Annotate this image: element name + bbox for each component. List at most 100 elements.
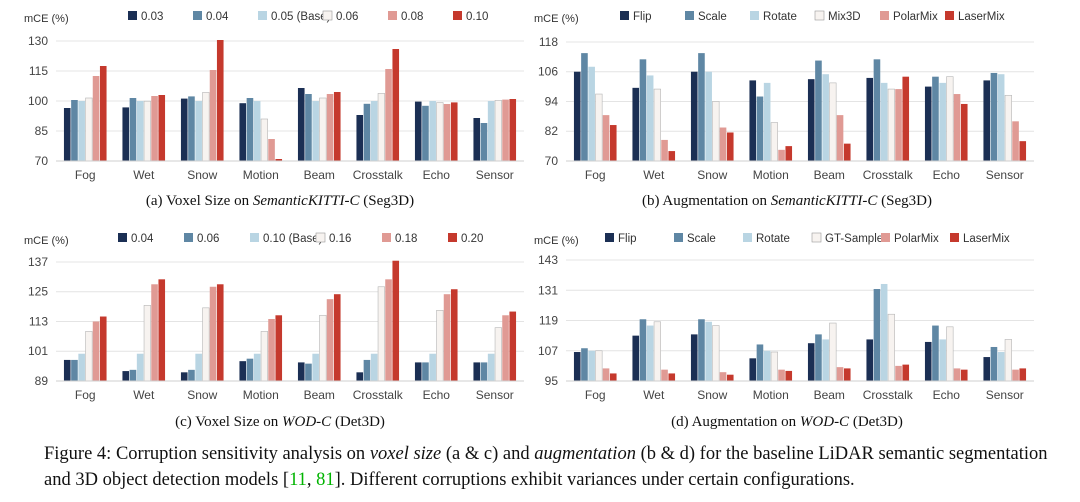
bar-beam-4 <box>326 299 334 381</box>
bar-sensor-0 <box>983 357 991 381</box>
legend-label: GT-Sample <box>825 233 883 245</box>
bar-echo-2 <box>939 82 946 161</box>
caption-em-augmentation: augmentation <box>534 444 636 464</box>
x-tick-label: Sensor <box>476 168 514 182</box>
bar-fog-5 <box>609 373 617 381</box>
bar-beam-0 <box>807 343 815 381</box>
x-tick-label: Beam <box>814 388 845 402</box>
legend-label: Rotate <box>763 11 797 23</box>
bar-snow-5 <box>216 40 224 161</box>
bar-snow-4 <box>209 70 217 161</box>
bar-echo-3 <box>946 76 954 162</box>
subcaption-dataset: WOD-C <box>800 414 850 430</box>
y-tick-label: 85 <box>35 124 49 138</box>
citation-link-11[interactable]: 11 <box>289 470 307 490</box>
bar-motion-0 <box>749 358 757 381</box>
y-tick-label: 89 <box>35 374 49 388</box>
bar-fog-0 <box>63 108 71 161</box>
bar-snow-3 <box>712 101 720 162</box>
bar-beam-5 <box>333 92 341 161</box>
x-tick-label: Wet <box>133 388 155 402</box>
bar-wet-4 <box>151 284 158 381</box>
bar-snow-5 <box>726 374 734 381</box>
x-tick-label: Snow <box>187 168 217 182</box>
bar-motion-2 <box>763 350 771 381</box>
bar-snow-5 <box>726 132 734 161</box>
x-tick-label: Echo <box>423 388 451 402</box>
bar-fog-1 <box>71 100 78 161</box>
citation-link-81[interactable]: 81 <box>316 470 335 490</box>
bar-fog-3 <box>595 350 603 382</box>
bar-crosstalk-3 <box>377 286 385 382</box>
x-tick-label: Motion <box>243 388 279 402</box>
bar-motion-1 <box>756 344 764 381</box>
legend-label: Flip <box>633 11 652 23</box>
caption-label: Figure 4: <box>44 444 112 464</box>
bar-wet-4 <box>151 96 158 161</box>
legend-label: 0.20 <box>461 233 483 245</box>
y-tick-label: 106 <box>538 65 558 79</box>
bar-echo-0 <box>414 101 422 161</box>
bar-sensor-3 <box>1004 339 1012 382</box>
bar-fog-3 <box>595 93 603 162</box>
bar-sensor-4 <box>502 315 509 381</box>
bar-sensor-1 <box>480 362 488 381</box>
legend-label: 0.04 <box>131 233 154 245</box>
legend-label: 0.10 (Base) <box>263 233 323 245</box>
x-tick-label: Crosstalk <box>863 168 914 182</box>
bar-motion-4 <box>268 139 275 161</box>
bar-motion-4 <box>778 369 785 381</box>
bar-crosstalk-2 <box>370 353 378 381</box>
y-axis-label: mCE (%) <box>24 13 69 25</box>
bar-snow-0 <box>180 372 188 381</box>
bar-motion-3 <box>260 331 268 382</box>
y-axis-label: mCE (%) <box>534 13 579 25</box>
bar-crosstalk-2 <box>370 101 378 161</box>
bar-crosstalk-0 <box>866 77 874 161</box>
legend-label: Rotate <box>756 233 790 245</box>
bar-motion-5 <box>275 159 283 161</box>
legend-swatch <box>750 11 759 20</box>
bar-beam-4 <box>836 367 844 381</box>
bar-motion-2 <box>763 82 771 161</box>
y-tick-label: 100 <box>28 94 48 108</box>
bar-beam-2 <box>312 353 319 381</box>
bar-snow-1 <box>698 53 705 162</box>
bar-echo-3 <box>436 310 444 382</box>
subcaption-a: (a) Voxel Size on SemanticKITTI-C (Seg3D… <box>146 193 414 209</box>
bar-wet-1 <box>639 319 647 381</box>
bar-wet-3 <box>143 100 151 162</box>
bar-wet-2 <box>136 101 144 161</box>
x-tick-label: Snow <box>697 388 727 402</box>
x-tick-label: Wet <box>133 168 155 182</box>
legend-swatch <box>382 233 391 242</box>
bar-wet-4 <box>661 139 668 161</box>
bar-wet-5 <box>158 279 166 381</box>
legend-swatch <box>743 233 752 242</box>
legend-swatch <box>685 11 694 20</box>
y-axis-label: mCE (%) <box>534 235 579 247</box>
bar-wet-5 <box>668 373 676 381</box>
y-tick-label: 113 <box>29 314 48 328</box>
x-tick-label: Motion <box>753 388 789 402</box>
bar-echo-1 <box>422 362 429 381</box>
bar-fog-5 <box>99 66 107 161</box>
bar-echo-3 <box>946 326 954 382</box>
bar-snow-3 <box>202 92 210 162</box>
legend-label: LaserMix <box>963 233 1010 245</box>
bar-crosstalk-1 <box>873 289 881 381</box>
y-tick-label: 137 <box>28 255 48 269</box>
bar-sensor-5 <box>509 99 517 161</box>
bar-snow-0 <box>180 98 188 161</box>
legend-swatch <box>118 233 127 242</box>
bar-echo-4 <box>443 294 451 381</box>
caption-text-1: Corruption sensitivity analysis on <box>111 444 370 464</box>
bar-beam-5 <box>843 143 851 161</box>
subcaption-suffix: (Det3D) <box>331 414 385 430</box>
x-tick-label: Crosstalk <box>353 388 404 402</box>
bar-snow-4 <box>719 127 727 161</box>
y-tick-label: 107 <box>538 344 558 358</box>
subcaption-dataset: SemanticKITTI-C <box>253 193 361 209</box>
subcaption-prefix: (a) Voxel Size on <box>146 193 253 209</box>
subcaption-suffix: (Seg3D) <box>360 193 415 209</box>
